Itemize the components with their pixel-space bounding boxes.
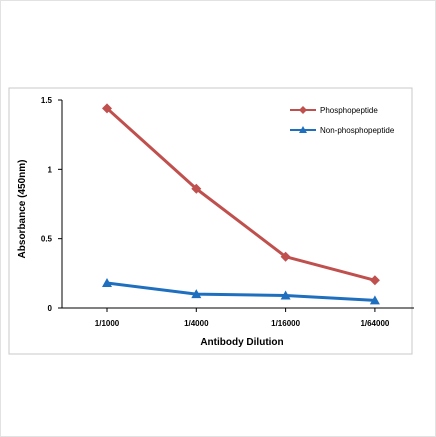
data-point-triangle: [280, 290, 291, 300]
y-tick-label: 1.5: [41, 96, 53, 105]
legend-entry: Phosphopeptide: [290, 106, 378, 115]
y-tick-label: 1: [48, 165, 53, 174]
y-tick-label: 0: [48, 304, 53, 313]
plot-area: 0 0.5 1 1.5 1/1000 1/4000 1/16000 1/64000 Phosph…: [41, 96, 414, 328]
data-point-triangle: [191, 289, 202, 299]
legend-label: Phosphopeptide: [320, 106, 378, 115]
data-point-diamond: [102, 103, 112, 114]
x-axis-label: Antibody Dilution: [200, 337, 283, 348]
x-tick-label: 1/4000: [184, 319, 209, 328]
legend-entry: Non-phosphopeptide: [290, 126, 395, 135]
data-point-diamond: [369, 275, 380, 286]
series-line: [106, 281, 375, 302]
legend-label: Non-phosphopeptide: [320, 126, 395, 135]
legend-marker-diamond: [299, 106, 307, 114]
x-tick-label: 1/1000: [95, 319, 120, 328]
legend-marker-triangle: [299, 126, 307, 133]
data-point-triangle: [369, 295, 380, 305]
data-point-triangle: [102, 278, 112, 288]
x-tick-label: 1/16000: [271, 319, 300, 328]
y-axis-label: Absorbance (450nm): [17, 160, 28, 259]
data-point-diamond: [280, 251, 291, 262]
chart-frame: [8, 87, 413, 355]
x-tick-label: 1/64000: [360, 319, 389, 328]
series-2: [102, 278, 380, 305]
y-tick-label: 0.5: [41, 235, 53, 244]
series-line: [105, 107, 376, 282]
data-point-diamond: [191, 183, 202, 194]
series-1: [102, 103, 380, 286]
